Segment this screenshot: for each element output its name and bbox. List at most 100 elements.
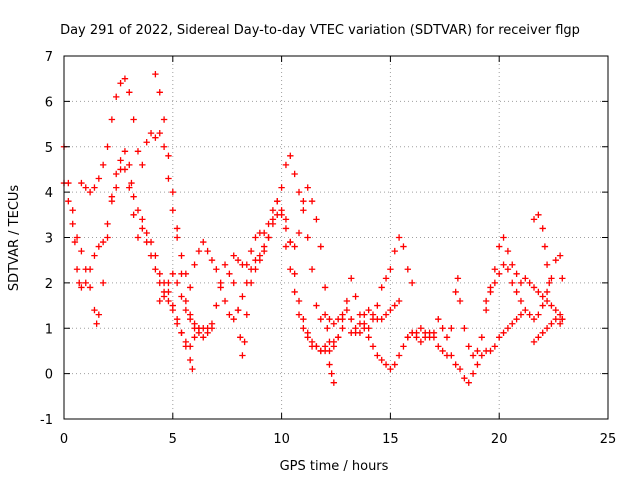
data-point — [517, 311, 525, 318]
data-point — [234, 306, 242, 314]
data-point — [295, 188, 303, 196]
series-12 — [530, 315, 566, 346]
data-point — [191, 320, 198, 327]
data-point — [321, 311, 329, 318]
data-point — [491, 279, 499, 287]
data-point — [113, 93, 120, 101]
data-point — [548, 320, 555, 327]
data-point — [169, 302, 176, 309]
data-point — [382, 275, 390, 282]
data-point — [204, 325, 211, 332]
data-point — [241, 338, 248, 346]
series-9 — [404, 234, 551, 359]
y-tick-label: 2 — [45, 277, 53, 292]
data-point — [152, 134, 159, 141]
data-point — [239, 293, 246, 300]
data-point — [195, 247, 203, 255]
data-point — [448, 352, 455, 359]
data-point — [226, 311, 233, 318]
data-point — [191, 334, 198, 341]
x-tick-label: 10 — [273, 432, 290, 447]
data-point — [517, 297, 525, 305]
data-point — [156, 89, 163, 96]
data-point — [182, 306, 190, 314]
data-point — [548, 302, 555, 309]
data-point — [456, 297, 464, 305]
data-point — [76, 279, 83, 287]
data-point — [330, 320, 338, 327]
data-point — [509, 279, 516, 287]
data-point — [382, 361, 390, 368]
data-point — [287, 152, 294, 160]
data-point — [265, 234, 272, 241]
data-point — [530, 338, 538, 346]
data-point — [324, 325, 331, 332]
data-point — [187, 311, 194, 318]
data-point — [469, 352, 477, 359]
data-point — [478, 352, 485, 359]
data-point — [552, 306, 559, 314]
data-point — [86, 266, 94, 273]
data-point — [182, 297, 190, 305]
data-point — [522, 275, 529, 282]
data-point — [361, 325, 368, 332]
data-point — [348, 275, 355, 282]
data-point — [260, 247, 268, 255]
data-point — [539, 302, 546, 309]
data-point — [535, 288, 542, 296]
data-point — [71, 238, 79, 246]
data-point — [187, 356, 194, 364]
data-point — [304, 184, 311, 191]
data-point — [559, 275, 566, 282]
data-point — [291, 243, 298, 250]
x-tick-label: 0 — [60, 432, 68, 447]
data-point — [328, 370, 335, 377]
data-point — [413, 329, 420, 336]
data-point — [95, 175, 103, 182]
data-point — [391, 361, 398, 368]
data-point — [559, 315, 566, 323]
data-point — [430, 329, 438, 336]
data-point — [243, 261, 250, 268]
data-point — [313, 302, 320, 309]
data-point — [374, 302, 381, 309]
data-point — [156, 270, 163, 277]
data-point — [128, 179, 135, 187]
data-point — [304, 334, 311, 341]
x-tick-label: 20 — [491, 432, 508, 447]
data-point — [189, 365, 196, 373]
data-point — [378, 284, 385, 291]
data-point — [326, 315, 333, 323]
data-point — [160, 116, 168, 123]
data-point — [387, 266, 394, 273]
data-point — [543, 297, 551, 305]
data-point — [461, 325, 468, 332]
data-point — [496, 243, 503, 250]
data-point — [461, 374, 468, 382]
data-point — [178, 252, 185, 259]
data-point — [504, 325, 512, 332]
data-point — [200, 238, 207, 246]
data-point — [99, 238, 107, 246]
data-point — [173, 320, 181, 327]
data-point — [121, 148, 129, 155]
data-point — [391, 302, 398, 309]
data-point — [160, 293, 168, 300]
data-point — [308, 198, 316, 205]
data-point — [108, 198, 116, 205]
data-point — [500, 261, 507, 268]
data-point — [482, 297, 490, 305]
series-7 — [282, 234, 416, 355]
data-point — [139, 161, 146, 169]
data-point — [130, 193, 137, 200]
data-point — [130, 116, 137, 123]
data-point — [134, 148, 142, 155]
data-point — [108, 116, 116, 123]
data-point — [487, 288, 494, 296]
data-point — [187, 284, 194, 291]
data-point — [504, 266, 512, 273]
data-point — [330, 343, 338, 350]
data-point — [295, 297, 303, 305]
data-point — [230, 315, 237, 323]
